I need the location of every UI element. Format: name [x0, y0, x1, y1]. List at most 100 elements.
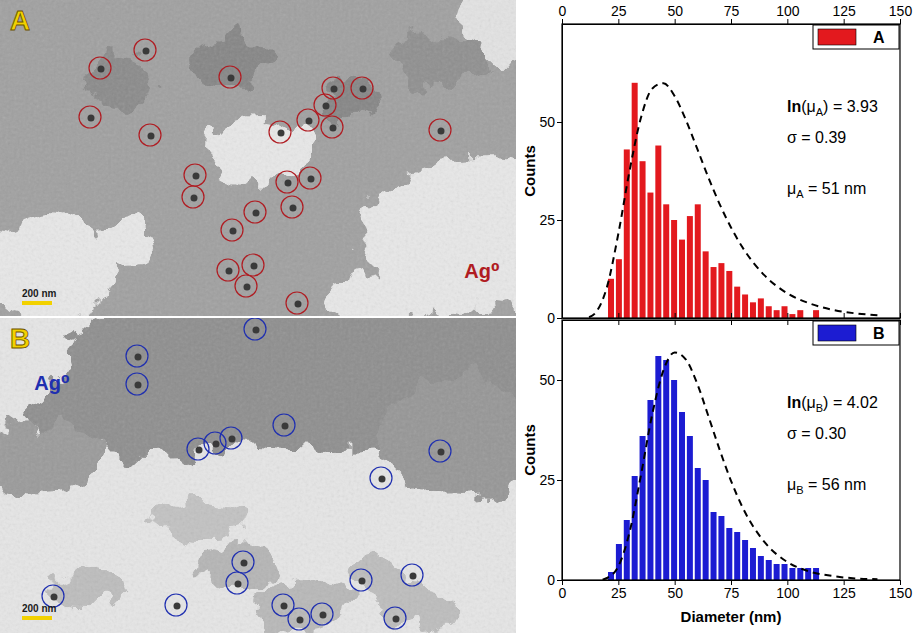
tick-mark	[557, 480, 562, 481]
tick-mark	[787, 19, 788, 24]
micrograph-label: Ag⁰	[34, 372, 69, 394]
tick: 150	[889, 580, 913, 601]
tick-mark	[900, 313, 901, 318]
particle	[330, 125, 337, 132]
axis-line	[562, 25, 563, 319]
tick	[900, 320, 901, 325]
tick: 0	[559, 580, 567, 601]
tick: 0	[547, 310, 562, 326]
axis-line	[563, 318, 901, 319]
bar	[632, 83, 638, 318]
tick	[787, 320, 788, 325]
particle	[320, 612, 327, 619]
scale-bar	[22, 616, 52, 620]
tick: 75	[724, 3, 740, 24]
tick-label: 125	[832, 585, 856, 601]
tick-label: 50	[667, 3, 683, 19]
annotation: ln(μB) = 4.02	[787, 394, 878, 414]
legend-box	[813, 25, 899, 49]
tick	[562, 313, 563, 318]
particle-marker	[311, 603, 333, 625]
y-axis-title: Counts	[521, 145, 538, 197]
bar	[813, 310, 819, 318]
bar	[679, 412, 685, 580]
annotation-part: μ	[807, 394, 816, 411]
particle-marker	[281, 196, 303, 218]
tick-label: 0	[547, 310, 555, 326]
fit-curve	[589, 83, 877, 317]
micrograph-background	[0, 0, 516, 316]
plot-marks	[589, 83, 877, 318]
bar	[789, 568, 795, 580]
particle-marker	[322, 77, 344, 99]
bar	[632, 476, 638, 580]
particle-marker	[220, 427, 242, 449]
tick-mark	[731, 19, 732, 24]
particle-marker	[273, 414, 295, 436]
particle	[410, 573, 417, 580]
plot-frame	[562, 24, 900, 318]
axis: 02550	[539, 321, 562, 588]
particle	[251, 263, 258, 270]
tick: 100	[776, 3, 800, 24]
tick-label: 100	[776, 585, 800, 601]
tick	[787, 313, 788, 318]
tick	[844, 313, 845, 318]
tick-mark	[557, 380, 562, 381]
annotation: μB = 56 nm	[787, 476, 866, 496]
tick: 125	[832, 580, 856, 601]
tick	[618, 320, 619, 325]
particle-marker	[299, 167, 321, 189]
axis	[563, 313, 901, 319]
tick-mark	[787, 313, 788, 318]
tick-label: 25	[539, 212, 555, 228]
tick-mark	[731, 313, 732, 318]
particle-marker	[269, 121, 291, 143]
bar	[695, 204, 701, 318]
particle	[290, 205, 297, 212]
tick-label: 150	[889, 3, 913, 19]
tick-mark	[675, 320, 676, 325]
particle	[295, 301, 302, 308]
tick-mark	[557, 580, 562, 581]
particle-marker	[276, 171, 298, 193]
particle-marker	[350, 569, 372, 591]
particle	[228, 75, 235, 82]
x-axis-title: Diameter (nm)	[681, 608, 782, 625]
bar	[679, 240, 685, 318]
micrograph-texture	[0, 0, 516, 316]
particle-marker	[286, 292, 308, 314]
tick	[675, 313, 676, 318]
tick: 150	[889, 3, 913, 24]
tick-label: 0	[559, 585, 567, 601]
bar	[774, 564, 780, 580]
tick-mark	[900, 320, 901, 325]
tick: 0	[559, 3, 567, 24]
tick: 50	[539, 114, 562, 130]
particle-marker	[235, 275, 257, 297]
bar	[647, 193, 653, 318]
bar	[797, 310, 803, 318]
bar	[695, 468, 701, 580]
legend-label: A	[873, 29, 885, 46]
particle-marker	[165, 594, 187, 616]
particle-marker	[242, 254, 264, 276]
legend: A	[813, 25, 899, 49]
particle	[229, 436, 236, 443]
bar	[750, 302, 756, 318]
tick-mark	[562, 320, 563, 325]
annotation-part: ln	[787, 98, 801, 115]
axis: 0 25 50	[539, 25, 562, 326]
tick: 100	[776, 580, 800, 601]
tick-mark	[618, 320, 619, 325]
particle-marker	[204, 432, 226, 454]
particle	[98, 66, 105, 73]
histogram-panel: 025500255075100125150CountsAln(μA) = 3.9…	[521, 3, 912, 326]
particle-marker	[232, 551, 254, 573]
axis: 0255075100125150	[559, 3, 913, 25]
tick-label: 50	[539, 372, 555, 388]
particle	[438, 128, 445, 135]
particle-marker	[139, 124, 161, 146]
particle-marker	[221, 219, 243, 241]
bar	[718, 263, 724, 318]
